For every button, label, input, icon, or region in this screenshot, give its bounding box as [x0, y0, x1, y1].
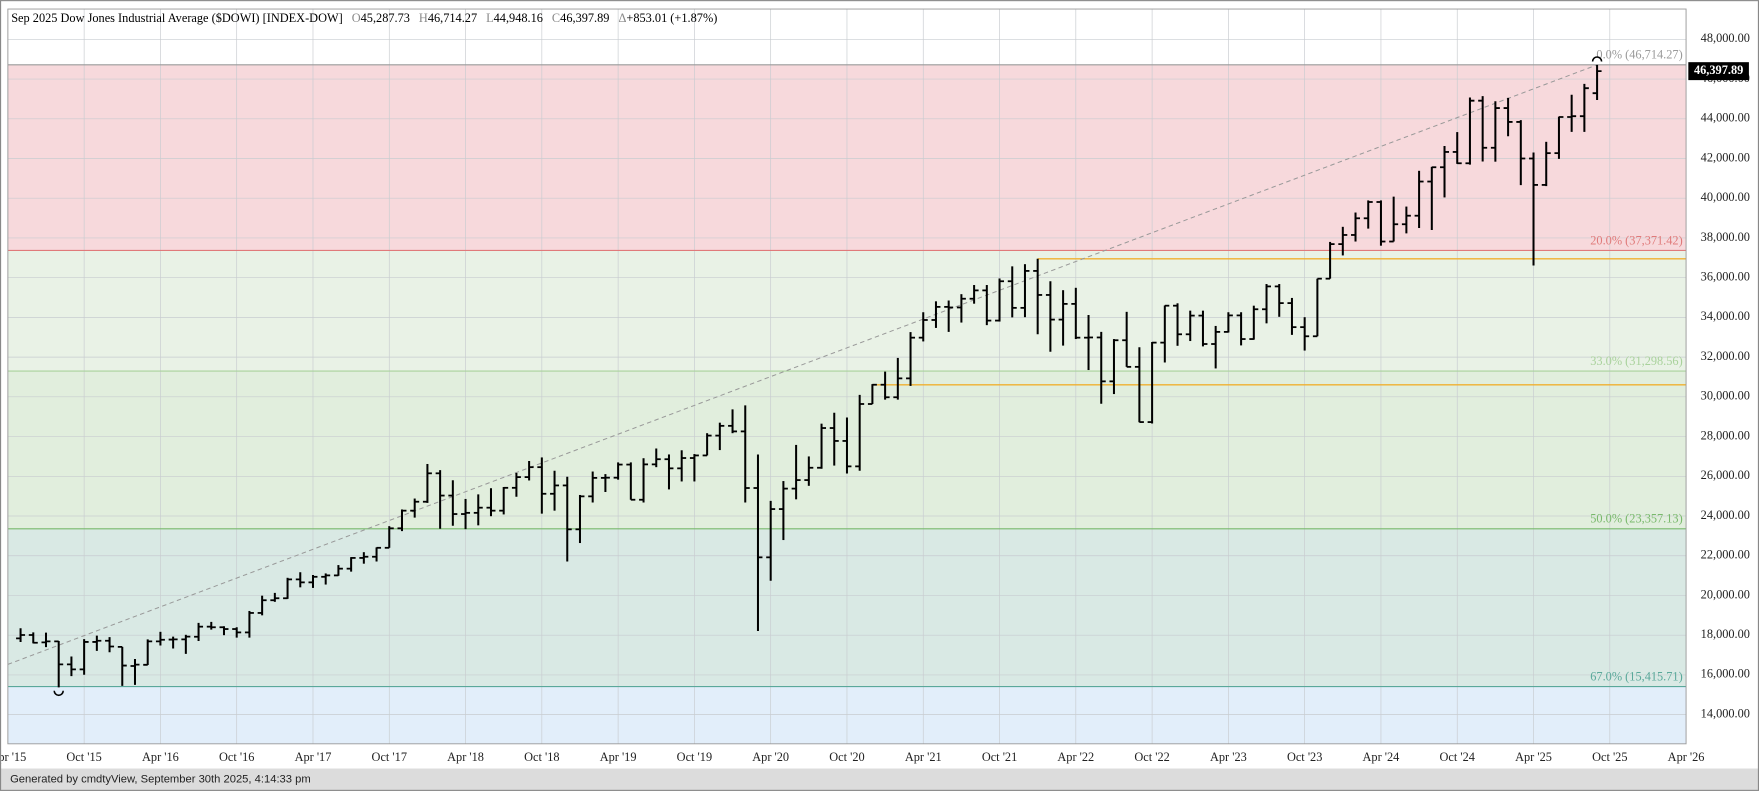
y-tick-label: 30,000.00: [1701, 389, 1750, 403]
x-tick-label: Apr '24: [1363, 750, 1400, 764]
y-tick-label: 48,000.00: [1701, 31, 1750, 45]
y-tick-label: 18,000.00: [1701, 627, 1750, 641]
header-value: 46,397.89: [560, 11, 609, 25]
footer-bar: [0, 768, 1759, 791]
fib-label: 67.0% (15,415.71): [1590, 669, 1682, 683]
header-letter: Δ: [618, 11, 626, 25]
x-tick-label: Apr '18: [447, 750, 484, 764]
header-value: 46,714.27: [428, 11, 477, 25]
x-tick-label: Oct '18: [524, 750, 559, 764]
x-tick-label: Oct '20: [829, 750, 864, 764]
x-tick-label: Oct '25: [1592, 750, 1627, 764]
x-tick-label: Oct '19: [677, 750, 712, 764]
header-value: 44,948.16: [494, 11, 543, 25]
pivot-low: [53, 690, 64, 697]
y-tick-label: 16,000.00: [1701, 667, 1750, 681]
header: Sep 2025 Dow Jones Industrial Average ($…: [11, 11, 717, 25]
x-tick-label: Apr '25: [1515, 750, 1552, 764]
plot-frame: [7, 8, 1687, 745]
fib-label: 50.0% (23,357.13): [1590, 512, 1682, 526]
header-value: +853.01 (+1.87%): [626, 11, 717, 25]
x-tick-label: Apr '26: [1668, 750, 1705, 764]
x-tick-label: Apr '20: [752, 750, 789, 764]
header-letter: H: [419, 11, 428, 25]
trendline: [7, 64, 1598, 665]
y-tick-label: 14,000.00: [1701, 706, 1750, 720]
y-tick-label: 40,000.00: [1701, 190, 1750, 204]
x-tick-label: Oct '24: [1440, 750, 1475, 764]
x-tick-label: Oct '22: [1134, 750, 1169, 764]
y-tick-label: 32,000.00: [1701, 349, 1750, 363]
y-tick-label: 34,000.00: [1701, 309, 1750, 323]
y-tick-label: 36,000.00: [1701, 270, 1750, 284]
fib-label: 33.0% (31,298.56): [1590, 354, 1682, 368]
y-tick-label: 28,000.00: [1701, 428, 1750, 442]
x-tick-label: Apr '21: [905, 750, 942, 764]
x-tick-label: Apr '22: [1057, 750, 1094, 764]
x-tick-label: Oct '17: [372, 750, 407, 764]
fib-label: 20.0% (37,371.42): [1590, 233, 1682, 247]
x-tick-label: Apr '15: [0, 750, 26, 764]
x-tick-label: Oct '23: [1287, 750, 1322, 764]
y-tick-label: 38,000.00: [1701, 230, 1750, 244]
x-tick-label: Apr '19: [600, 750, 637, 764]
plot-area: 0.0% (46,714.27) 20.0% (37,371.42) 33.0% (…: [7, 9, 1687, 744]
fib-label: 0.0% (46,714.27): [1596, 48, 1682, 62]
header-value: 45,287.73: [361, 11, 410, 25]
last-price-box: [1688, 62, 1749, 81]
x-tick-label: Oct '21: [982, 750, 1017, 764]
axes: 14,000.00 16,000.00 18,000.00 20,000.00 22,0…: [0, 11, 1750, 764]
x-tick-label: Oct '15: [66, 750, 101, 764]
x-tick-label: Apr '23: [1210, 750, 1247, 764]
last-price-label: 46,397.89: [1694, 63, 1743, 77]
pivot-high: [1591, 56, 1603, 62]
y-tick-label: 44,000.00: [1701, 111, 1750, 125]
y-tick-label: 42,000.00: [1701, 150, 1750, 164]
y-tick-label: 20,000.00: [1701, 587, 1750, 601]
y-tick-label: 26,000.00: [1701, 468, 1750, 482]
header-letter: L: [486, 11, 494, 25]
x-tick-label: Apr '17: [295, 750, 332, 764]
x-tick-label: Oct '16: [219, 750, 254, 764]
header-letter: C: [552, 11, 560, 25]
y-tick-label: 22,000.00: [1701, 548, 1750, 562]
x-tick-label: Apr '16: [142, 750, 179, 764]
y-tick-label: 24,000.00: [1701, 508, 1750, 522]
header-title: Sep 2025 Dow Jones Industrial Average ($…: [11, 11, 343, 25]
header-letter: O: [352, 11, 361, 25]
footer: Generated by cmdtyView, September 30th 2…: [10, 774, 311, 786]
